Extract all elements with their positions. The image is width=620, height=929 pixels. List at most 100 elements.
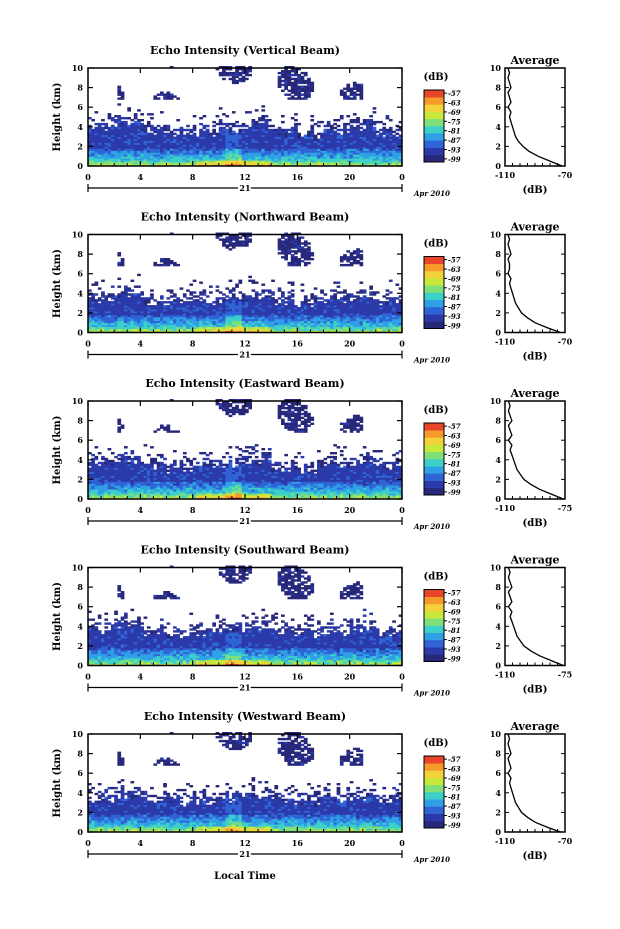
echo-cell (303, 244, 308, 247)
echo-cell (297, 160, 301, 163)
echo-cell (97, 318, 102, 322)
echo-cell (359, 93, 364, 96)
echo-cell (395, 140, 400, 143)
echo-cell (287, 318, 292, 322)
echo-cell (215, 320, 220, 324)
echo-cell (303, 152, 308, 155)
echo-cell (160, 130, 164, 134)
echo-cell (323, 160, 328, 163)
echo-cell (97, 140, 102, 143)
echo-cell (330, 324, 334, 328)
echo-cell (369, 146, 373, 149)
echo-cell (261, 283, 266, 286)
echo-cell (94, 140, 99, 143)
echo-cell (189, 160, 194, 163)
echo-cell (251, 124, 256, 128)
echo-cell (189, 318, 194, 322)
echo-cell (166, 328, 171, 331)
echo-cell (182, 142, 187, 145)
echo-cell (231, 289, 236, 292)
echo-cell (349, 91, 354, 94)
echo-cell (186, 328, 190, 331)
echo-cell (362, 120, 367, 124)
echo-cell (241, 295, 246, 298)
echo-cell (385, 312, 390, 316)
echo-cell (310, 322, 315, 326)
echo-cell (137, 132, 141, 136)
echo-cell (124, 299, 128, 302)
echo-cell (140, 322, 144, 326)
echo-cell (91, 326, 95, 329)
echo-cell (163, 261, 167, 265)
echo-cell (362, 314, 367, 318)
echo-cell (225, 73, 230, 77)
echo-cell (202, 138, 207, 141)
echo-cell (359, 305, 364, 308)
echo-cell (349, 162, 354, 165)
echo-cell (352, 83, 357, 87)
echo-cell (133, 326, 138, 329)
echo-cell (349, 164, 354, 167)
echo-cell (388, 144, 393, 147)
echo-cell (222, 71, 226, 75)
echo-cell (231, 303, 236, 306)
echo-cell (339, 320, 344, 324)
echo-cell (150, 140, 154, 143)
echo-cell (140, 144, 144, 147)
echo-cell (225, 164, 230, 167)
echo-cell (349, 303, 354, 306)
echo-cell (356, 130, 360, 134)
echo-cell (97, 314, 102, 318)
echo-cell (199, 314, 203, 318)
echo-cell (215, 289, 220, 292)
echo-heatmap (88, 399, 403, 500)
echo-cell (366, 316, 370, 320)
echo-cell (101, 130, 105, 134)
echo-cell (356, 126, 360, 130)
echo-cell (264, 303, 269, 306)
echo-cell (251, 322, 256, 326)
echo-cell (91, 119, 95, 122)
echo-cell (107, 309, 112, 312)
echo-cell (91, 156, 95, 159)
echo-cell (192, 160, 197, 163)
echo-cell (333, 314, 337, 318)
echo-cell (261, 140, 266, 143)
echo-cell (209, 146, 213, 149)
echo-cell (336, 314, 341, 318)
echo-cell (101, 312, 105, 316)
echo-cell (140, 475, 144, 478)
echo-cell (94, 309, 99, 312)
echo-cell (153, 495, 158, 498)
echo-cell (110, 295, 115, 298)
echo-cell (195, 312, 200, 316)
echo-cell (277, 244, 282, 247)
echo-cell (107, 150, 112, 153)
echo-cell (379, 128, 383, 132)
echo-cell (218, 148, 223, 151)
echo-cell (153, 146, 158, 149)
echo-cell (124, 485, 128, 488)
echo-cell (91, 453, 95, 457)
echo-cell (264, 134, 269, 137)
echo-cell (104, 461, 109, 465)
echo-cell (238, 73, 243, 77)
echo-cell (274, 144, 279, 147)
echo-cell (192, 146, 197, 149)
echo-cell (205, 142, 210, 145)
echo-cell (388, 320, 393, 324)
echo-cell (375, 120, 380, 124)
echo-cell (245, 158, 249, 161)
echo-cell (107, 142, 112, 145)
echo-cell (254, 324, 259, 328)
echo-cell (267, 142, 272, 145)
echo-heatmap (88, 66, 403, 167)
echo-cell (267, 162, 272, 165)
echo-cell (212, 128, 216, 132)
echo-cell (330, 305, 334, 308)
echo-cell (117, 328, 122, 331)
echo-cell (202, 307, 207, 310)
echo-cell (356, 142, 360, 145)
echo-cell (300, 260, 305, 263)
echo-cell (114, 140, 118, 143)
